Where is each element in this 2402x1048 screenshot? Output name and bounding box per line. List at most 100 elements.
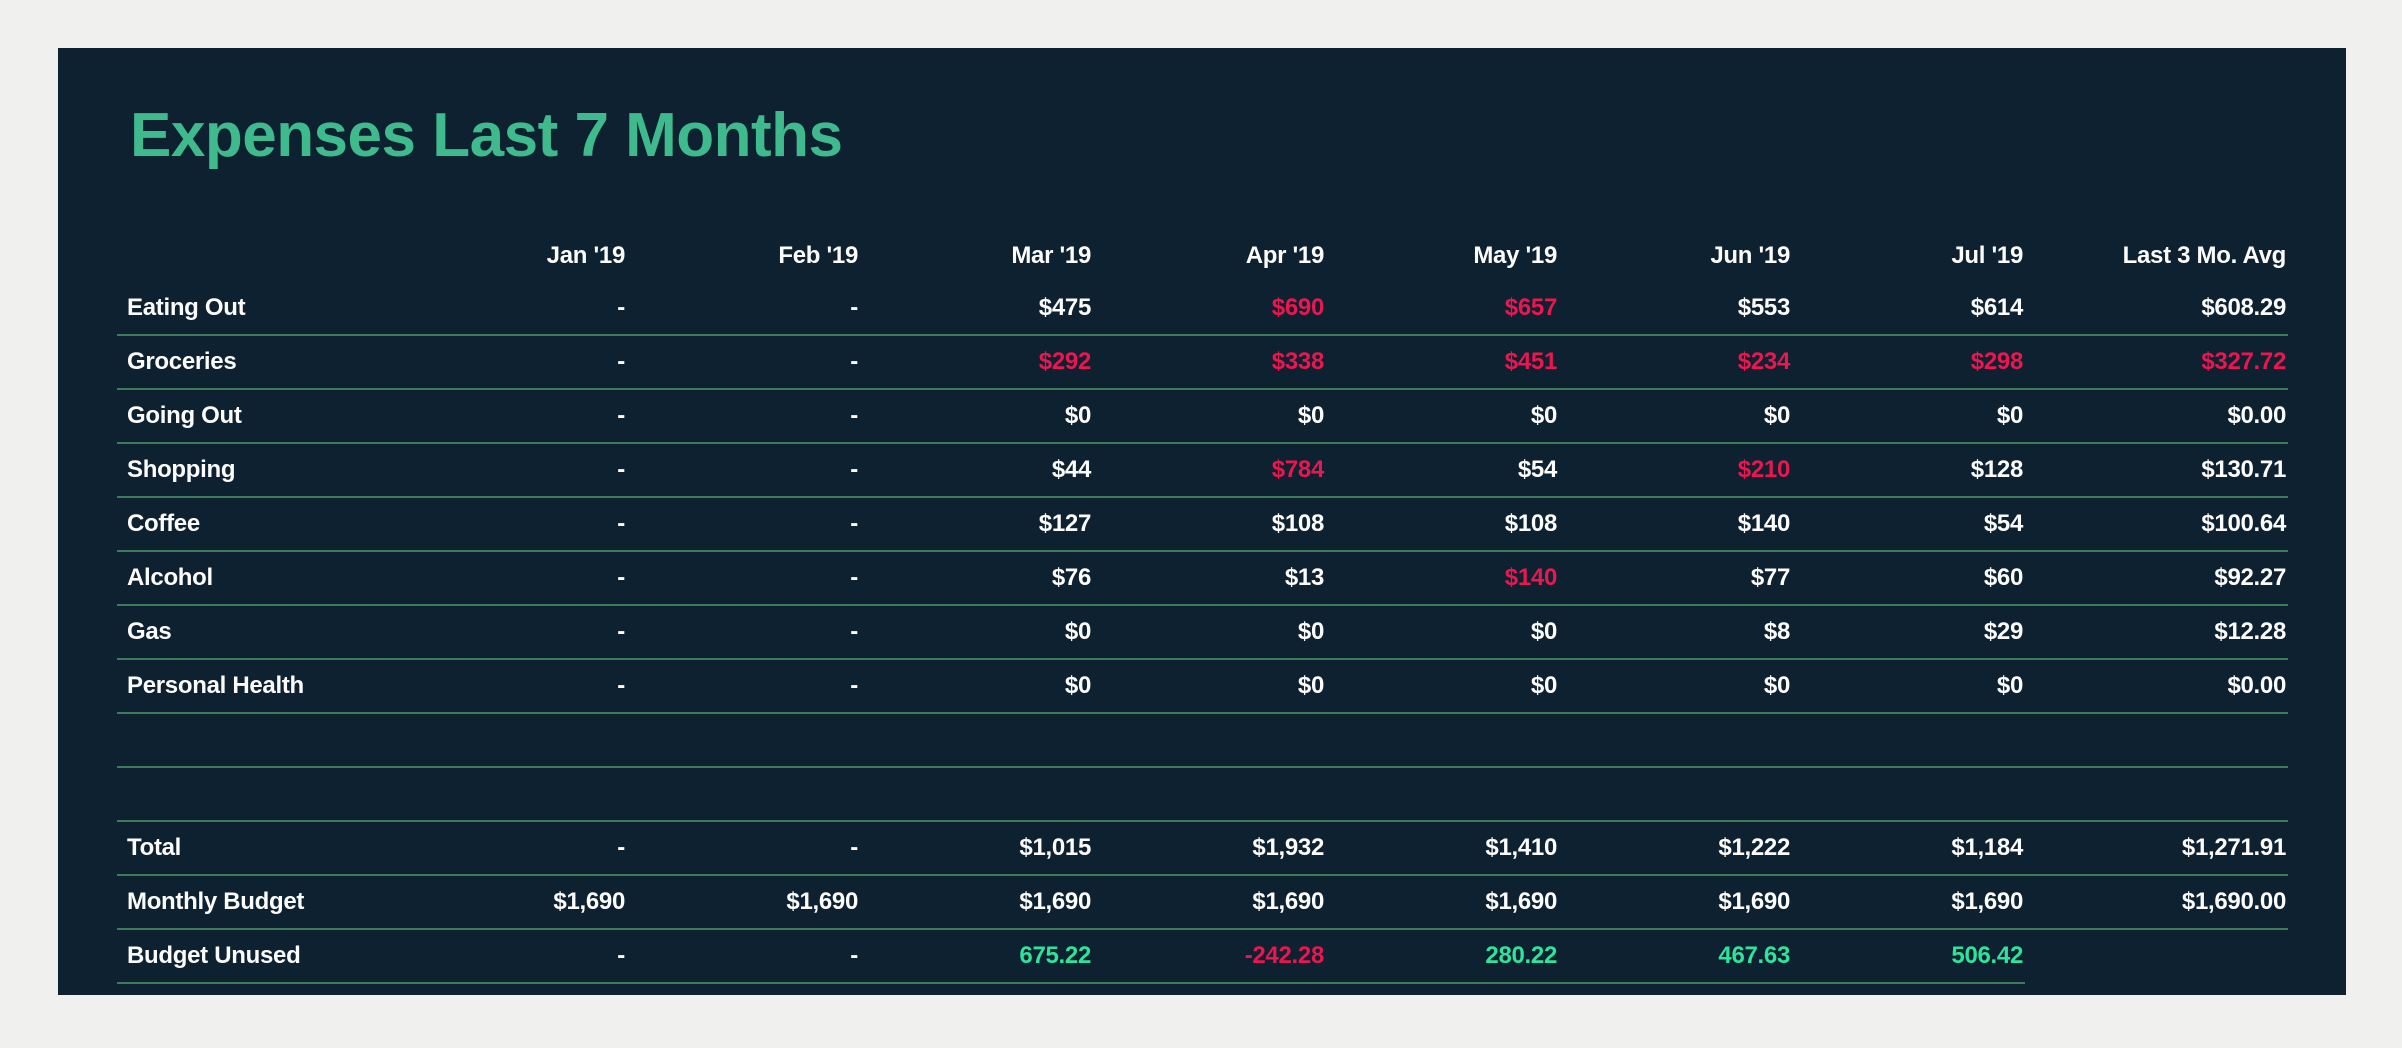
value-cell: 467.63 [1559,929,1792,984]
expense-report-card: Expenses Last 7 Months Jan '19 Feb '19 Mar… [58,48,2346,995]
value-cell: $292 [860,335,1093,390]
page-title: Expenses Last 7 Months [130,101,843,170]
spacer-row [117,767,2288,822]
column-header: Mar '19 [1011,242,1091,269]
column-header: Jan '19 [546,242,626,269]
value-cell: $608.29 [2025,282,2288,336]
value-cell: - [394,929,627,984]
value-cell: - [394,443,627,498]
table-body: Eating Out - - $475 $690 $657 $553 $614 $608.29 G… [117,282,2288,984]
value-cell: $614 [1792,282,2025,336]
value-cell: $1,222 [1559,821,1792,876]
value-cell: $127 [860,497,1093,552]
table-row: Alcohol - - $76 $13 $140 $77 $60 $92.27 [117,551,2288,606]
table-row: Gas - - $0 $0 $0 $8 $29 $12.28 [117,605,2288,660]
value-cell: $784 [1093,443,1326,498]
value-cell: - [627,659,860,714]
value-cell: $44 [860,443,1093,498]
value-cell: - [627,605,860,660]
value-cell: $54 [1792,497,2025,552]
column-header: May '19 [1473,242,1557,269]
value-cell: $0 [1093,605,1326,660]
value-cell: $77 [1559,551,1792,606]
value-cell: - [394,821,627,876]
row-label: Shopping [117,443,394,498]
value-cell: $338 [1093,335,1326,390]
value-cell: $0 [860,389,1093,444]
column-header: Jun '19 [1710,242,1790,269]
row-label: Coffee [117,497,394,552]
value-cell: - [394,497,627,552]
value-cell: - [627,497,860,552]
value-cell: $108 [1093,497,1326,552]
value-cell: $13 [1093,551,1326,606]
value-cell: $1,690 [1792,875,2025,930]
value-cell: $0 [1792,389,2025,444]
table-row: Total - - $1,015 $1,932 $1,410 $1,222 $1,184 $1,… [117,821,2288,876]
row-label: Gas [117,605,394,660]
row-label: Eating Out [117,282,394,336]
row-label: Budget Unused [117,929,394,984]
value-cell: $108 [1326,497,1559,552]
value-cell: $12.28 [2025,605,2288,660]
row-label: Groceries [117,335,394,390]
value-cell: - [627,551,860,606]
value-cell: $1,410 [1326,821,1559,876]
table-row: Groceries - - $292 $338 $451 $234 $298 $327.72 [117,335,2288,390]
row-label: Personal Health [117,659,394,714]
column-header: Last 3 Mo. Avg [2122,242,2287,269]
value-cell: $100.64 [2025,497,2288,552]
value-cell: $0 [1093,659,1326,714]
value-cell: $1,271.91 [2025,821,2288,876]
table-row: Personal Health - - $0 $0 $0 $0 $0 $0.00 [117,659,2288,714]
value-cell: $92.27 [2025,551,2288,606]
value-cell: $8 [1559,605,1792,660]
value-cell: $657 [1326,282,1559,336]
value-cell: $0 [1792,659,2025,714]
value-cell: - [394,282,627,336]
value-cell: $234 [1559,335,1792,390]
spacer-row [117,713,2288,768]
expenses-table: Jan '19 Feb '19 Mar '19 Apr '19 May '19 Jun '… [117,230,2288,984]
column-header: Jul '19 [1951,242,2023,269]
value-cell: -242.28 [1093,929,1326,984]
value-cell: $0 [1093,389,1326,444]
value-cell: $1,690 [1559,875,1792,930]
value-cell: $0 [1326,389,1559,444]
table-row: Monthly Budget $1,690 $1,690 $1,690 $1,690 $1… [117,875,2288,930]
value-cell: $1,015 [860,821,1093,876]
value-cell: $1,690 [394,875,627,930]
value-cell: $0 [1326,605,1559,660]
value-cell: $29 [1792,605,2025,660]
header-cell-empty [117,230,394,282]
value-cell: - [627,389,860,444]
value-cell: $210 [1559,443,1792,498]
header-row: Jan '19 Feb '19 Mar '19 Apr '19 May '19 Jun '… [117,230,2288,282]
value-cell: - [394,335,627,390]
value-cell: $1,932 [1093,821,1326,876]
value-cell: $1,184 [1792,821,2025,876]
value-cell: - [627,929,860,984]
value-cell: $76 [860,551,1093,606]
row-label: Monthly Budget [117,875,394,930]
value-cell: $0 [1559,659,1792,714]
value-cell: $0 [1559,389,1792,444]
table-row: Going Out - - $0 $0 $0 $0 $0 $0.00 [117,389,2288,444]
row-label: Going Out [117,389,394,444]
table-row: Eating Out - - $475 $690 $657 $553 $614 $608.29 [117,282,2288,336]
value-cell: $0 [1326,659,1559,714]
value-cell: - [627,335,860,390]
value-cell: $0.00 [2025,659,2288,714]
value-cell: - [627,282,860,336]
value-cell: - [627,443,860,498]
value-cell: 675.22 [860,929,1093,984]
value-cell: $130.71 [2025,443,2288,498]
value-cell: $475 [860,282,1093,336]
value-cell: $54 [1326,443,1559,498]
value-cell [2025,929,2288,983]
value-cell: - [394,659,627,714]
value-cell: $451 [1326,335,1559,390]
value-cell: $60 [1792,551,2025,606]
value-cell: $0.00 [2025,389,2288,444]
value-cell: $1,690 [627,875,860,930]
